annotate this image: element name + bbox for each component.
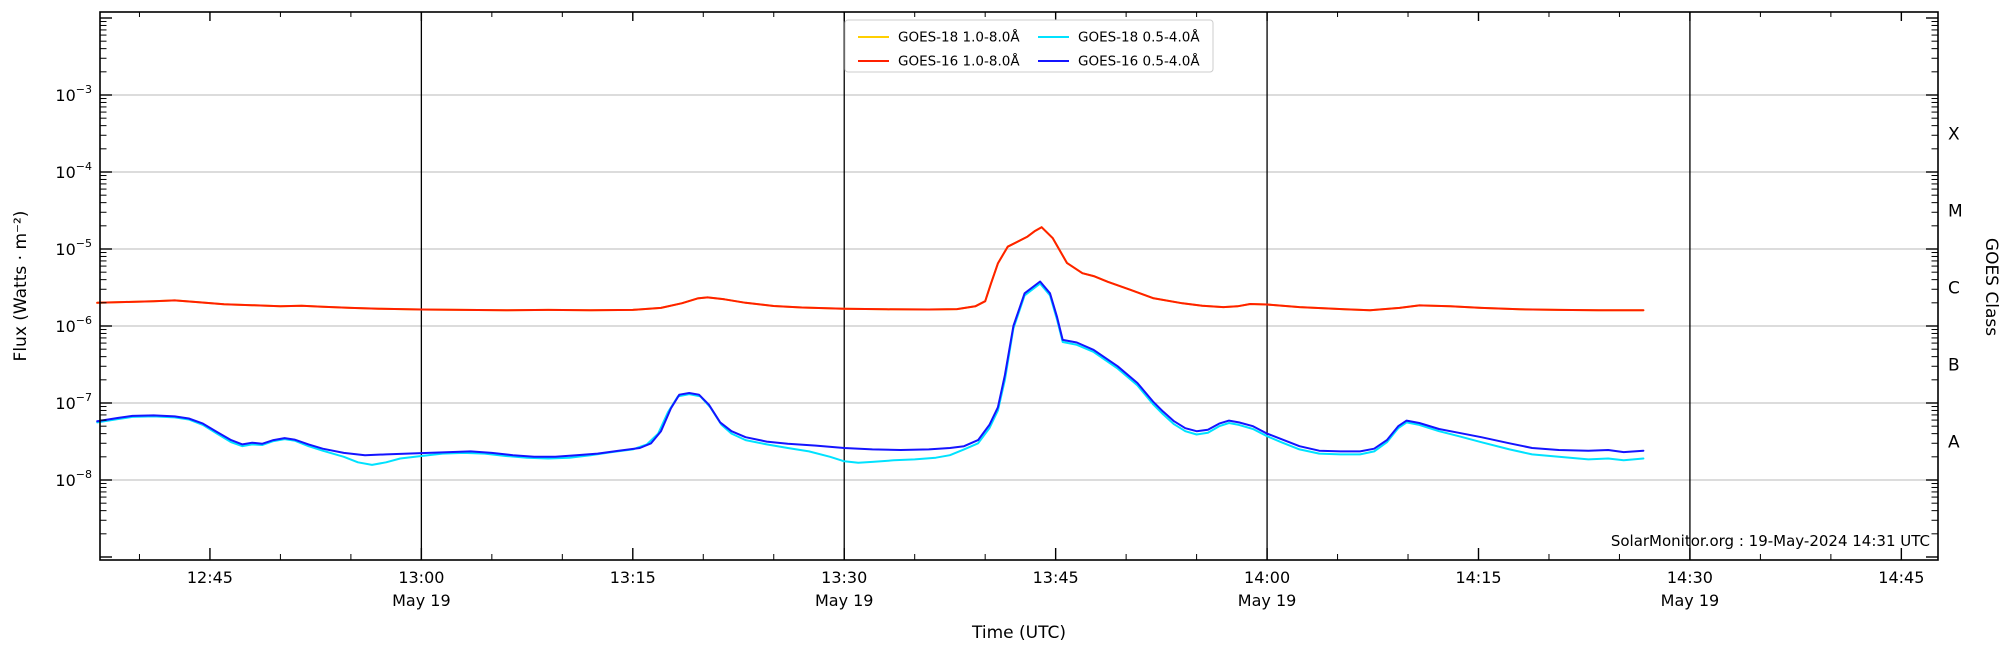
right-axis-title: GOES Class	[1981, 238, 2000, 336]
y-tick-label: 10−4	[55, 160, 92, 182]
x-tick-label: 12:45	[187, 568, 233, 587]
x-tick-date-label: May 19	[1661, 591, 1720, 610]
y-axis-ticks	[100, 17, 1938, 558]
goes-class-label-x: X	[1948, 125, 1960, 145]
legend-box	[844, 19, 1214, 73]
x-tick-label: 14:00	[1244, 568, 1290, 587]
legend-item: GOES-18 1.0-8.0Å	[858, 29, 1020, 46]
y-axis-title: Flux (Watts · m⁻²)	[11, 211, 31, 362]
legend-label: GOES-16 1.0-8.0Å	[898, 53, 1020, 70]
goes-class-label-b: B	[1948, 356, 1960, 376]
legend: GOES-18 1.0-8.0Å GOES-16 1.0-8.0Å GOES-18 …	[844, 19, 1214, 73]
x-tick-label: 13:30	[821, 568, 867, 587]
watermark-text: SolarMonitor.org : 19-May-2024 14:31 UTC	[1611, 532, 1930, 550]
x-tick-label: 13:00	[398, 568, 444, 587]
plot-border	[99, 11, 1939, 561]
legend-item: GOES-18 0.5-4.0Å	[1038, 29, 1200, 46]
x-tick-label: 13:45	[1033, 568, 1079, 587]
x-axis-tick-labels: 12:45 13:00 May 19 13:15 13:30 May 19 13:45 14:…	[187, 568, 1925, 610]
series-goes-16-0.5-4.0-	[96, 280, 1645, 458]
series-goes-18-1.0-8.0-	[96, 226, 1645, 312]
legend-item: GOES-16 0.5-4.0Å	[1038, 53, 1200, 70]
goes-class-label-c: C	[1948, 279, 1960, 299]
x-tick-label: 13:15	[610, 568, 656, 587]
goes-class-labels: X M C B A	[1948, 125, 1963, 453]
horizontal-gridlines	[100, 94, 1938, 481]
x-axis-title: Time (UTC)	[971, 623, 1066, 643]
series-goes-16-1.0-8.0-	[96, 226, 1645, 312]
y-tick-label: 10−5	[55, 237, 92, 259]
legend-item: GOES-16 1.0-8.0Å	[858, 53, 1020, 70]
y-tick-label: 10−6	[55, 314, 92, 336]
x-tick-label: 14:45	[1878, 568, 1924, 587]
legend-label: GOES-18 1.0-8.0Å	[898, 29, 1020, 46]
y-tick-label: 10−3	[55, 83, 92, 105]
series-goes-18-0.5-4.0-	[96, 282, 1645, 466]
x-tick-date-label: May 19	[1238, 591, 1297, 610]
y-tick-label: 10−8	[55, 468, 92, 490]
x-tick-label: 14:30	[1667, 568, 1713, 587]
y-tick-label: 10−7	[55, 391, 92, 413]
vertical-gridlines	[420, 12, 1691, 560]
goes-class-label-m: M	[1948, 202, 1963, 222]
x-axis-ticks	[138, 12, 1903, 560]
x-tick-label: 14:15	[1455, 568, 1501, 587]
x-tick-date-label: May 19	[392, 591, 451, 610]
goes-class-label-a: A	[1948, 433, 1960, 453]
x-tick-date-label: May 19	[815, 591, 874, 610]
y-axis-tick-labels: 10−3 10−4 10−5 10−6 10−7 10−8	[55, 83, 92, 490]
legend-label: GOES-16 0.5-4.0Å	[1078, 53, 1200, 70]
legend-label: GOES-18 0.5-4.0Å	[1078, 29, 1200, 46]
